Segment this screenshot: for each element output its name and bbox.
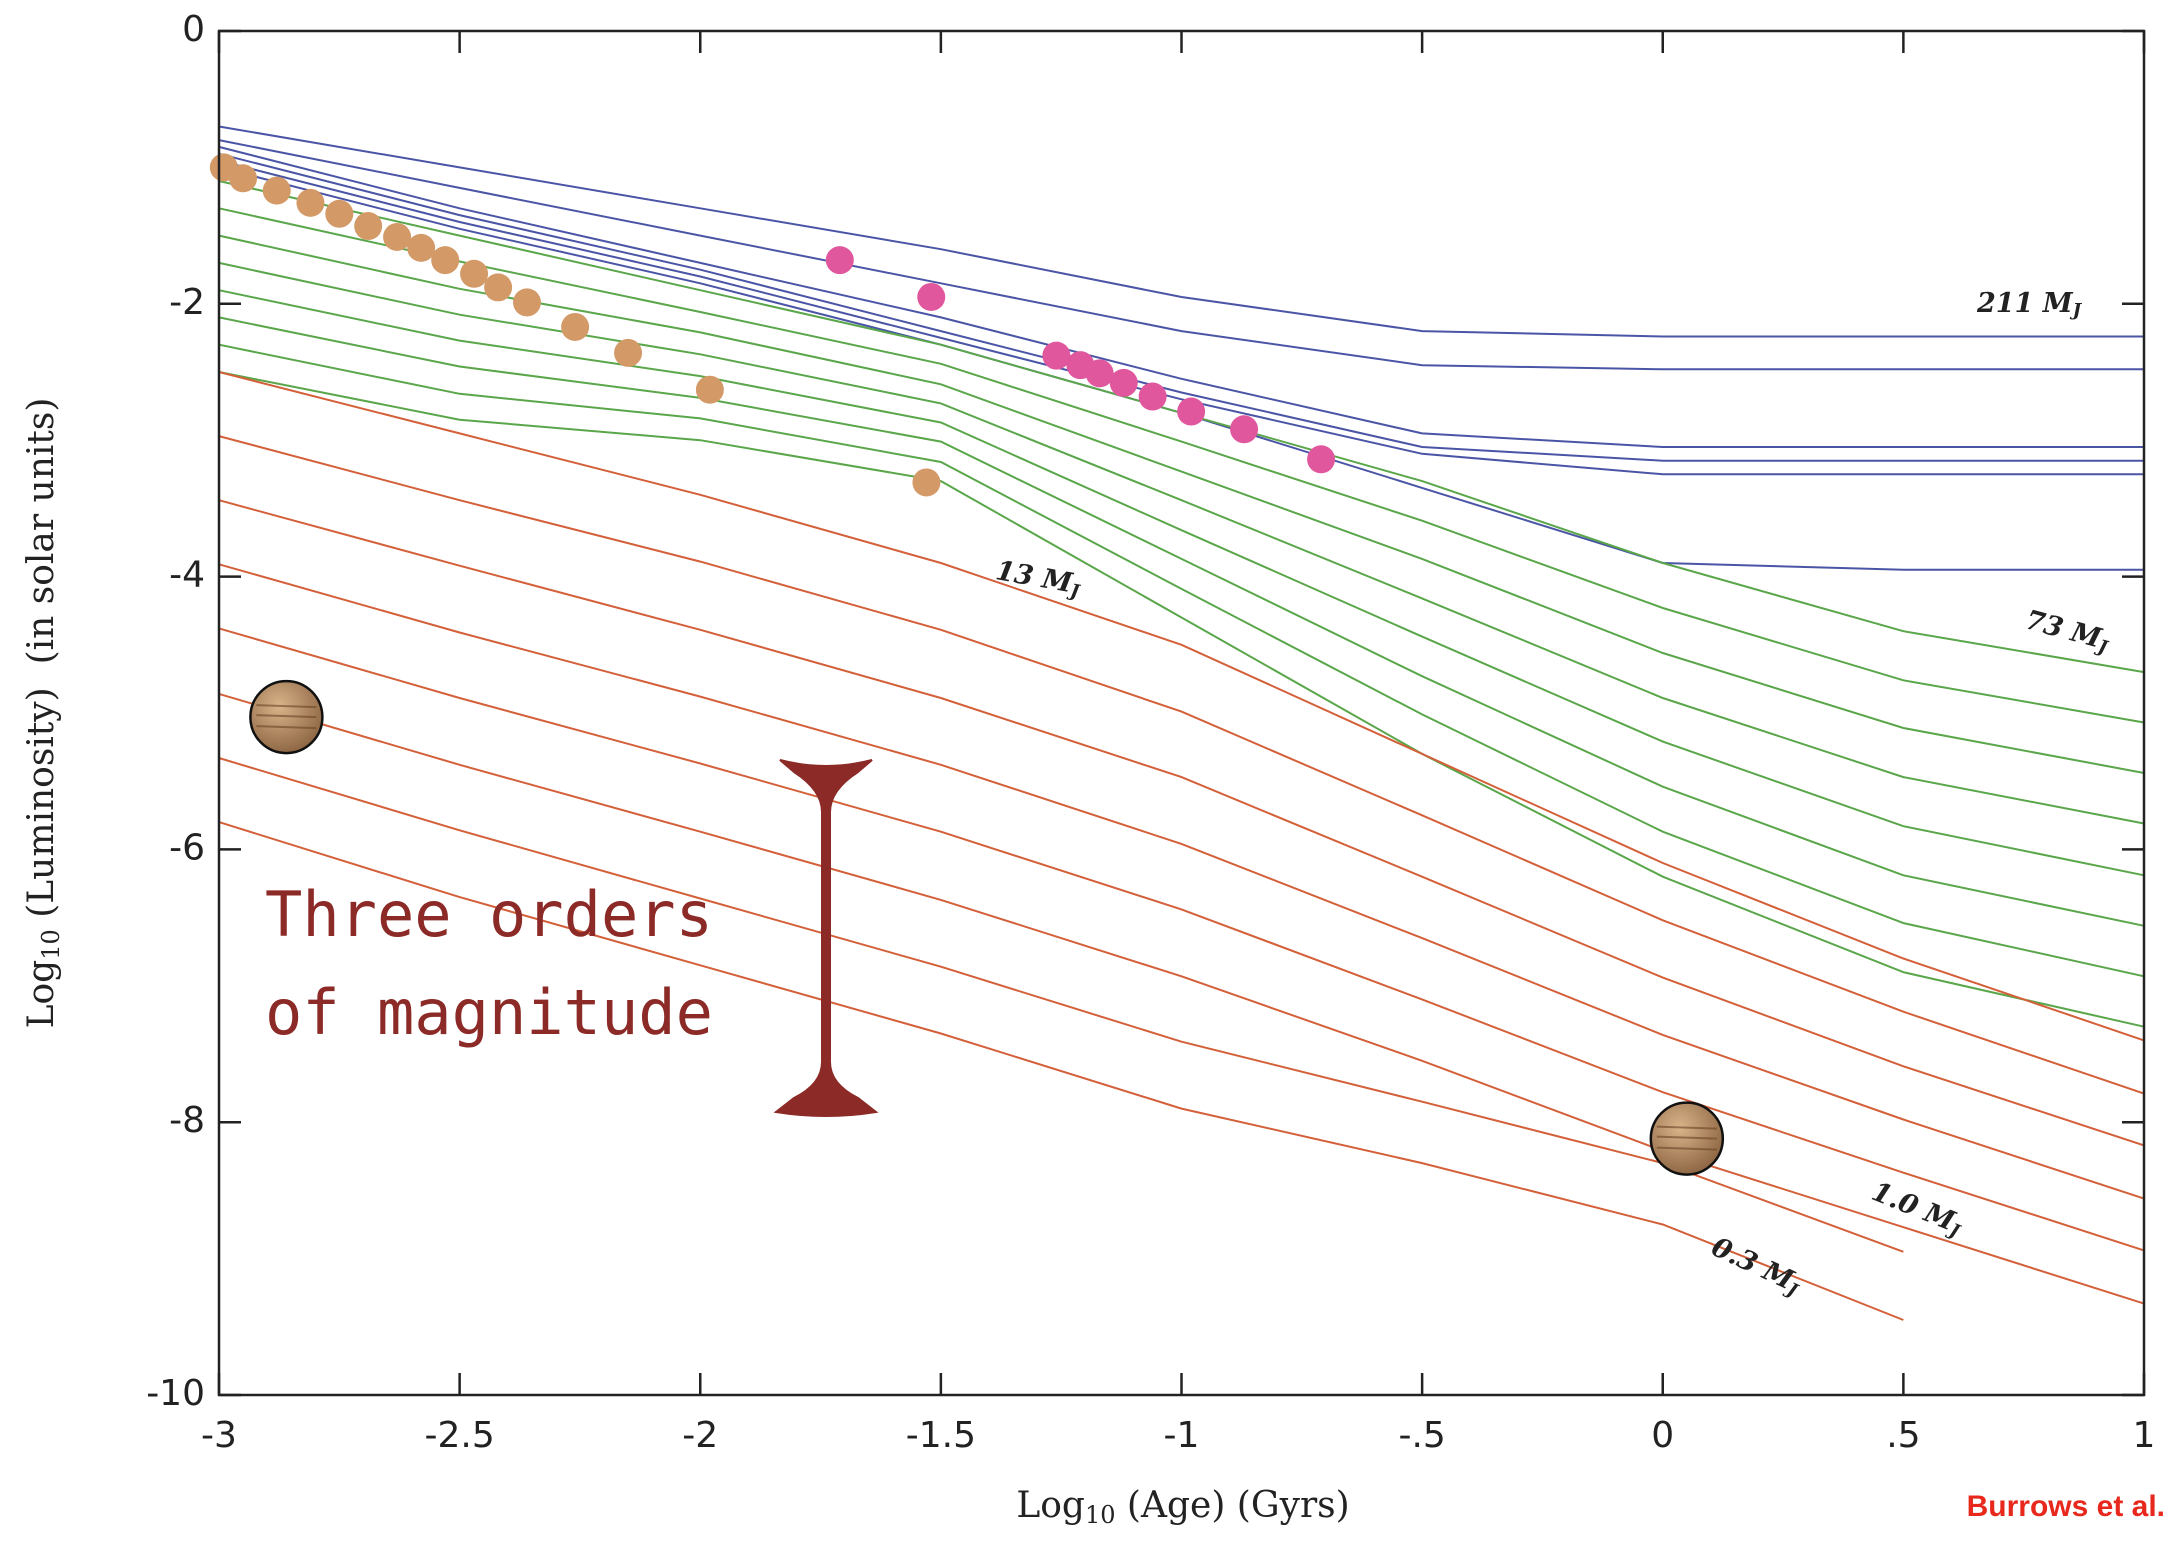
curve: [218, 159, 2144, 476]
curve: [218, 289, 2145, 877]
note-line: of magnitude: [265, 976, 713, 1049]
marker-point: [561, 312, 590, 341]
curve: [218, 207, 2145, 724]
curve: [218, 139, 2144, 371]
marker-point: [1042, 341, 1071, 370]
y-tick-label: -6: [169, 827, 205, 868]
marker-point: [262, 176, 291, 205]
marker-point: [1085, 359, 1114, 388]
note-line: Three orders: [265, 878, 713, 951]
marker-point: [825, 246, 854, 275]
x-tick-label: -.5: [1398, 1415, 1445, 1456]
curve: [218, 234, 2145, 774]
y-tick-label: -8: [169, 1100, 205, 1141]
marker-point: [354, 212, 383, 241]
y-axis-label-subscript: 10: [37, 929, 65, 960]
marker-point: [1230, 415, 1259, 444]
magnitude-bracket: [773, 759, 879, 1117]
curve: [218, 821, 1904, 1321]
x-tick-label: -3: [201, 1415, 237, 1456]
x-tick-label: .5: [1886, 1415, 1920, 1456]
marker-point: [431, 246, 460, 275]
curve: [218, 692, 2145, 1305]
y-axis-label-suffix: (Luminosity) (in solar units): [21, 398, 62, 930]
curve-label: 211 MJ: [1976, 288, 2083, 322]
planet-band: [1656, 1135, 1717, 1140]
x-tick-label: -2.5: [425, 1415, 495, 1456]
marker-point: [614, 338, 643, 367]
curve-label-text: 13 M: [993, 555, 1075, 599]
credit: Burrows et al.: [1967, 1490, 2165, 1523]
x-tick-label: -2: [682, 1415, 718, 1456]
marker-point: [383, 222, 412, 251]
y-tick-label: -10: [146, 1373, 205, 1414]
marker-point: [229, 164, 258, 193]
curve-label: 73 MJ: [2022, 604, 2115, 659]
curve-label-subscript: J: [2070, 300, 2083, 321]
curve: [218, 261, 2145, 825]
y-tick-label: 0: [182, 9, 205, 50]
x-tick-label: 0: [1651, 1415, 1674, 1456]
curve: [218, 757, 1904, 1253]
curve: [218, 180, 2145, 674]
x-tick-label: -1.5: [906, 1415, 976, 1456]
marker-point: [1177, 397, 1206, 426]
bracket-shape: [773, 759, 879, 1117]
planet-band: [256, 704, 317, 709]
y-tick-label: -4: [169, 555, 205, 596]
curve-label: 1.0 MJ: [1867, 1176, 1969, 1243]
planet-icon: [1649, 1101, 1725, 1176]
curve-label-text: 1.0 M: [1868, 1176, 1961, 1237]
curve: [218, 499, 2145, 1147]
curve: [218, 435, 2145, 1095]
planet-icon: [249, 679, 324, 755]
y-axis-label-main: Log: [21, 960, 62, 1029]
curve: [218, 316, 2145, 927]
x-tick-label: -1: [1164, 1415, 1200, 1456]
planet-band: [256, 714, 317, 719]
marker-point: [1109, 368, 1138, 397]
x-axis-label-suffix: (Age) (Gyrs): [1115, 1485, 1349, 1526]
marker-point: [912, 468, 941, 497]
x-tick-label: 1: [2133, 1415, 2156, 1456]
curve: [218, 152, 2144, 462]
marker-point: [513, 288, 541, 317]
curve: [218, 371, 2145, 1028]
planet-band: [1656, 1146, 1717, 1151]
marker-point: [695, 375, 724, 404]
plot-area: [209, 125, 2145, 1321]
marker-point: [407, 233, 436, 262]
curve: [218, 125, 2144, 338]
curve-label-text: 0.3 M: [1707, 1231, 1799, 1296]
curve-label: 0.3 MJ: [1706, 1231, 1807, 1302]
planet-band: [256, 725, 317, 730]
marker-point: [325, 199, 354, 228]
curve: [218, 563, 2145, 1200]
x-axis-label-subscript: 10: [1085, 1501, 1116, 1529]
curve: [218, 371, 2145, 1042]
planet-band: [1656, 1125, 1717, 1130]
curve-label-text: 211 M: [1976, 288, 2074, 319]
curve: [218, 627, 2145, 1252]
y-axis-label: Log10 (Luminosity) (in solar units): [21, 398, 65, 1029]
marker-point: [460, 259, 489, 288]
curve: [218, 343, 2145, 978]
y-tick-label: -2: [169, 282, 205, 323]
marker-point: [296, 188, 325, 217]
x-axis-label: Log10 (Age) (Gyrs): [1016, 1485, 1349, 1529]
marker-point: [484, 273, 513, 302]
x-axis-label-main: Log: [1016, 1485, 1085, 1526]
curve-label-text: 73 M: [2022, 604, 2105, 654]
marker-point: [1307, 445, 1336, 474]
curve: [218, 145, 2144, 448]
marker-point: [1138, 382, 1167, 411]
marker-point: [917, 282, 946, 311]
